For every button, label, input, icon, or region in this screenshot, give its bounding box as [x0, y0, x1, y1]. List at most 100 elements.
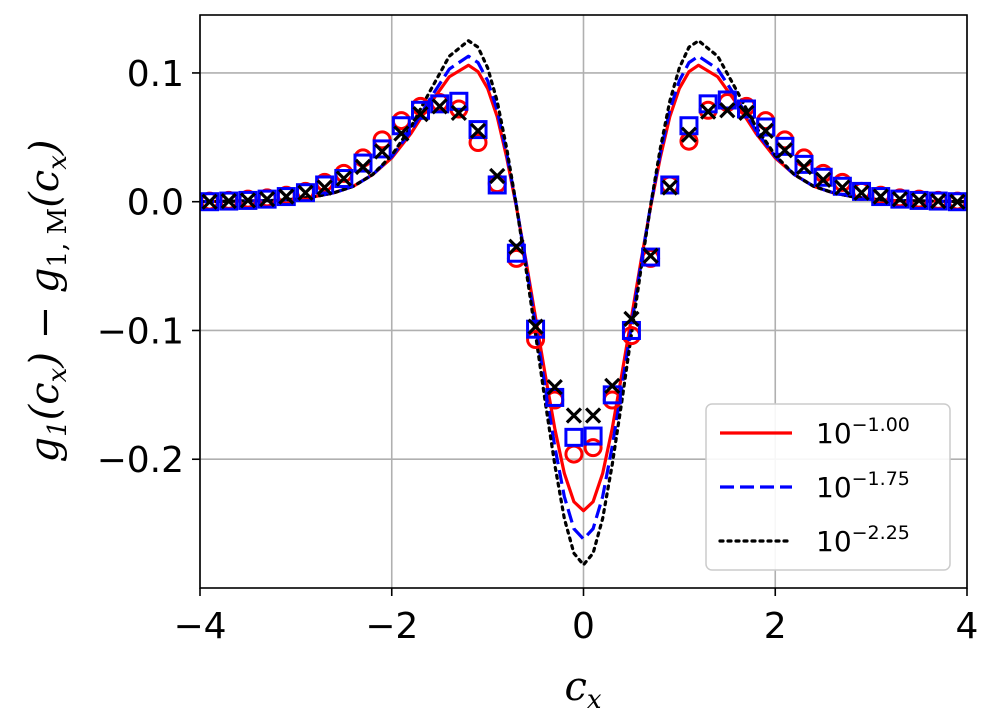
marker-x — [872, 188, 889, 205]
marker-x — [815, 171, 832, 188]
marker-x — [949, 193, 966, 210]
series-line-2 — [200, 39, 967, 567]
marker-x — [719, 102, 736, 119]
x-tick-label: 0 — [572, 606, 595, 647]
marker-x — [393, 125, 410, 142]
marker-square — [756, 117, 776, 137]
marker-square — [832, 176, 852, 196]
axis-ticks: −4 −2 0 2 4 0.1 0.0 −0.1 −0.2 — [97, 54, 979, 647]
marker-square — [200, 192, 220, 212]
marker-square — [334, 169, 354, 189]
marker-x — [700, 103, 717, 120]
marker-x — [834, 179, 851, 196]
marker-x — [508, 238, 525, 255]
marker-x — [546, 378, 563, 396]
y-tick-label: −0.2 — [97, 440, 184, 481]
marker-x — [623, 310, 640, 328]
marker-x — [239, 192, 257, 209]
x-tick-label: 2 — [764, 606, 787, 647]
marker-square — [871, 187, 891, 207]
marker-x — [469, 122, 487, 140]
y-tick-label: 0.1 — [127, 54, 184, 95]
marker-x — [565, 407, 583, 424]
marker-x — [335, 170, 352, 187]
marker-square — [526, 319, 546, 339]
marker-x — [604, 377, 621, 394]
marker-x — [795, 158, 813, 176]
marker-square — [353, 153, 373, 173]
marker-square — [641, 247, 661, 267]
y-tick-label: 0.0 — [127, 183, 184, 224]
marker-square — [852, 181, 872, 201]
marker-x — [431, 98, 448, 115]
marker-square — [219, 191, 239, 211]
marker-square — [909, 190, 929, 210]
marker-x — [527, 318, 544, 335]
marker-square — [315, 175, 335, 195]
marker-x — [584, 407, 602, 424]
legend-label-2: 10−2.25 — [816, 522, 910, 558]
marker-square — [468, 120, 488, 140]
y-axis-label: g1(cx) − g1, M(cx) — [22, 140, 73, 463]
x-axis-label: cx — [564, 664, 601, 715]
marker-square — [621, 320, 641, 340]
marker-x — [354, 158, 372, 176]
marker-x — [450, 104, 467, 121]
legend-box — [705, 403, 951, 571]
marker-square — [276, 187, 296, 207]
marker-square — [545, 387, 565, 407]
data-markers — [200, 90, 967, 464]
marker-x — [258, 191, 276, 208]
marker-square — [372, 139, 392, 159]
marker-x — [642, 247, 659, 264]
x-tick-label: −2 — [365, 606, 418, 647]
marker-x — [910, 192, 928, 209]
marker-square — [928, 191, 948, 211]
marker-x — [316, 179, 333, 196]
marker-x — [297, 184, 314, 201]
marker-circle — [526, 329, 546, 349]
marker-x — [374, 143, 391, 160]
marker-x — [930, 192, 947, 210]
marker-x — [489, 167, 506, 185]
marker-x — [738, 104, 755, 121]
axis-labels: cx g1(cx) − g1, M(cx) — [22, 140, 602, 716]
marker-square — [947, 192, 967, 212]
marker-square — [717, 90, 737, 110]
marker-square — [794, 154, 814, 174]
marker-square — [564, 427, 584, 447]
marker-x — [278, 188, 295, 205]
grid-lines — [199, 15, 968, 588]
marker-square — [238, 190, 258, 210]
marker-circle — [468, 132, 488, 152]
marker-x — [201, 193, 218, 210]
marker-square — [257, 189, 277, 209]
marker-square — [449, 91, 469, 111]
marker-square — [660, 175, 680, 195]
marker-x — [757, 122, 774, 140]
marker-square — [736, 99, 756, 119]
marker-square — [583, 426, 603, 446]
marker-circle — [583, 438, 603, 458]
marker-x — [412, 106, 429, 123]
marker-square — [411, 100, 431, 120]
marker-square — [295, 183, 315, 203]
marker-x — [853, 184, 870, 201]
y-tick-label: −0.1 — [97, 311, 184, 352]
marker-square — [813, 167, 833, 187]
x-tick-label: 4 — [956, 606, 979, 647]
x-tick-label: −4 — [173, 606, 226, 647]
fit-curves — [200, 39, 967, 567]
legend-label-1: 10−1.75 — [816, 468, 910, 504]
marker-x — [891, 191, 909, 208]
marker-square — [430, 94, 450, 114]
marker-square — [775, 136, 795, 156]
legend: 10−1.00 10−1.75 10−2.25 — [705, 403, 951, 571]
marker-x — [661, 179, 678, 196]
legend-label-0: 10−1.00 — [816, 414, 910, 450]
marker-x — [680, 126, 698, 143]
marker-square — [890, 189, 910, 209]
marker-x — [220, 192, 237, 210]
marker-x — [776, 142, 793, 159]
